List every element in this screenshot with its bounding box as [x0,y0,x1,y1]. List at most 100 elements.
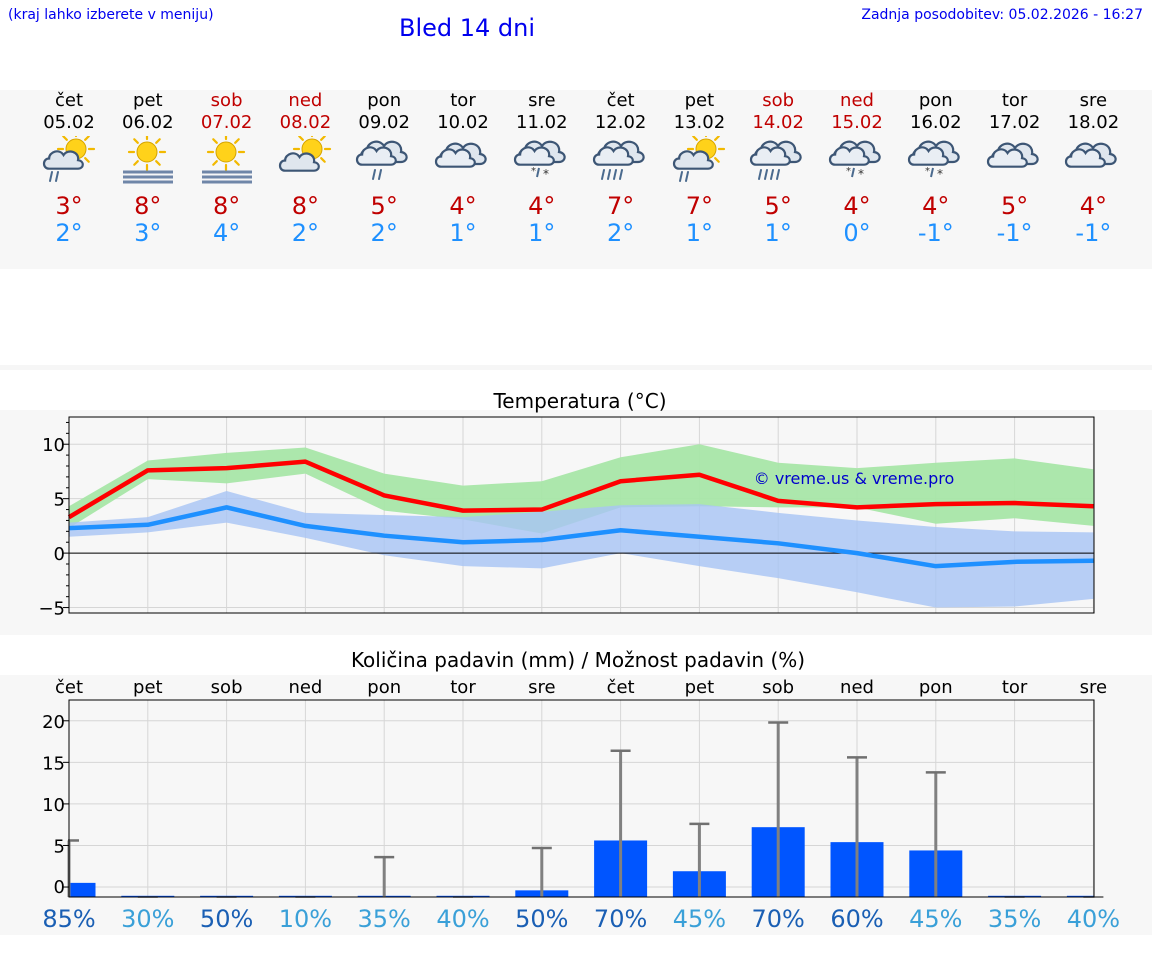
temp-min: 1° [764,219,792,247]
cloud-icon [434,142,487,168]
precipitation-probability: 45% [673,905,726,933]
y-tick-label: 10 [42,435,65,456]
category-label: sre [1080,677,1107,698]
day-date: 12.02 [594,112,647,133]
day-column: čet 12.02 7° 2° [582,90,660,247]
day-date: 07.02 [200,112,253,133]
temp-min: 3° [134,219,162,247]
temperature-title: Temperatura (°C) [492,389,666,413]
svg-text:*: * [846,166,851,177]
day-name: ned [288,90,323,111]
svg-text:*: * [937,167,943,181]
cloud-sleet-icon: * * [513,140,566,181]
location-menu-hint[interactable]: (kraj lahko izberete v meniju) [8,7,214,23]
sun-fog-icon [122,136,173,184]
category-label: tor [450,677,476,698]
day-name: tor [1001,90,1028,111]
day-column: sre 11.02 * * 4° 1° [503,90,581,247]
precipitation-probability: 50% [200,905,253,933]
watermark: © vreme.us & vreme.pro [754,469,955,488]
temp-min: -1° [1075,219,1112,247]
day-date: 13.02 [673,112,726,133]
day-name: pon [367,90,402,111]
day-name: sob [762,90,795,111]
cloud-icon [986,142,1039,168]
temp-min: 4° [212,219,241,247]
day-column: sob 07.02 8° 4° [188,90,266,247]
temp-max: 7° [606,192,635,220]
category-label: sre [528,677,555,698]
day-date: 14.02 [752,112,804,133]
day-name: pon [918,90,953,111]
temp-max: 8° [212,192,241,220]
y-tick-label: 0 [54,877,65,898]
precipitation-probability: 60% [830,905,883,933]
divider [0,365,1152,370]
day-column: ned 15.02 * * 4° 0° [818,90,896,247]
day-column: sre 18.02 4° -1° [1054,90,1132,247]
category-label: sob [211,677,243,698]
daily-forecast-strip: čet 05.02 3° 2° pet 06.02 8° 3° sob 07.02 8° 4° ned 0… [0,90,1152,269]
day-column: pon 16.02 * * 4° -1° [897,90,975,247]
y-tick-label: 5 [54,836,65,857]
day-name: sre [1079,90,1108,111]
category-label: tor [1002,677,1028,698]
precipitation-probability: 70% [752,905,805,933]
max-temperature-line [67,459,1094,520]
day-date: 09.02 [358,112,410,133]
day-column: pon 09.02 5° 2° [345,90,423,247]
day-column: pet 06.02 8° 3° [109,90,187,247]
day-name: pet [684,90,715,111]
day-date: 08.02 [279,112,332,133]
day-name: sob [210,90,243,111]
plot-frame [68,416,1095,614]
precipitation-title: Količina padavin (mm) / Možnost padavin … [351,648,805,672]
temp-max: 4° [449,192,477,220]
cloud-sleet-icon: * * [907,140,960,181]
svg-text:*: * [858,167,864,181]
day-date: 18.02 [1067,112,1120,133]
min-temperature-line [68,505,1094,569]
day-name: pet [133,90,163,111]
precipitation-chart: Količina padavin (mm) / Možnost padavin … [42,648,1120,933]
cloud-heavy-rain-icon [592,140,645,180]
y-tick-label: −5 [38,599,65,620]
day-column: sob 14.02 5° 1° [739,90,817,247]
day-name: čet [606,90,635,111]
temp-max: 4° [922,192,950,220]
temp-max: 3° [55,192,83,220]
category-label: čet [607,677,635,698]
precipitation-probability: 40% [1067,905,1120,933]
precipitation-probability: 40% [436,905,489,933]
precipitation-probability: 45% [909,905,962,933]
y-tick-label: 15 [42,753,65,774]
y-tick-label: 0 [54,544,65,565]
temp-max: 5° [370,192,398,220]
svg-text:*: * [543,167,549,181]
precipitation-probability: 70% [594,905,647,933]
day-name: tor [450,90,476,111]
temp-max: 7° [685,192,714,220]
temp-max: 8° [134,192,162,220]
precipitation-probability: 35% [988,905,1041,933]
day-column: ned 08.02 8° 2° [266,90,344,247]
sun-cloud-icon [279,136,332,172]
temp-max: 5° [1000,192,1029,220]
precipitation-bar [1066,895,1094,897]
max-range-band [69,444,1094,534]
category-label: sob [762,677,794,698]
temp-max: 4° [843,192,871,220]
category-label: čet [55,677,83,698]
temp-min: 2° [291,219,320,247]
temp-max: 4° [528,192,556,220]
day-column: pet 13.02 7° 1° [660,90,738,247]
temp-min: 1° [685,219,714,247]
cloud-sleet-icon: * * [828,140,881,181]
precipitation-probability: 10% [279,905,332,933]
day-column: tor 17.02 5° -1° [976,90,1054,247]
category-label: ned [840,677,874,698]
temp-max: 4° [1079,192,1108,220]
temp-min: 2° [370,219,398,247]
y-tick-label: 20 [42,712,65,733]
y-tick-label: 5 [54,490,65,511]
